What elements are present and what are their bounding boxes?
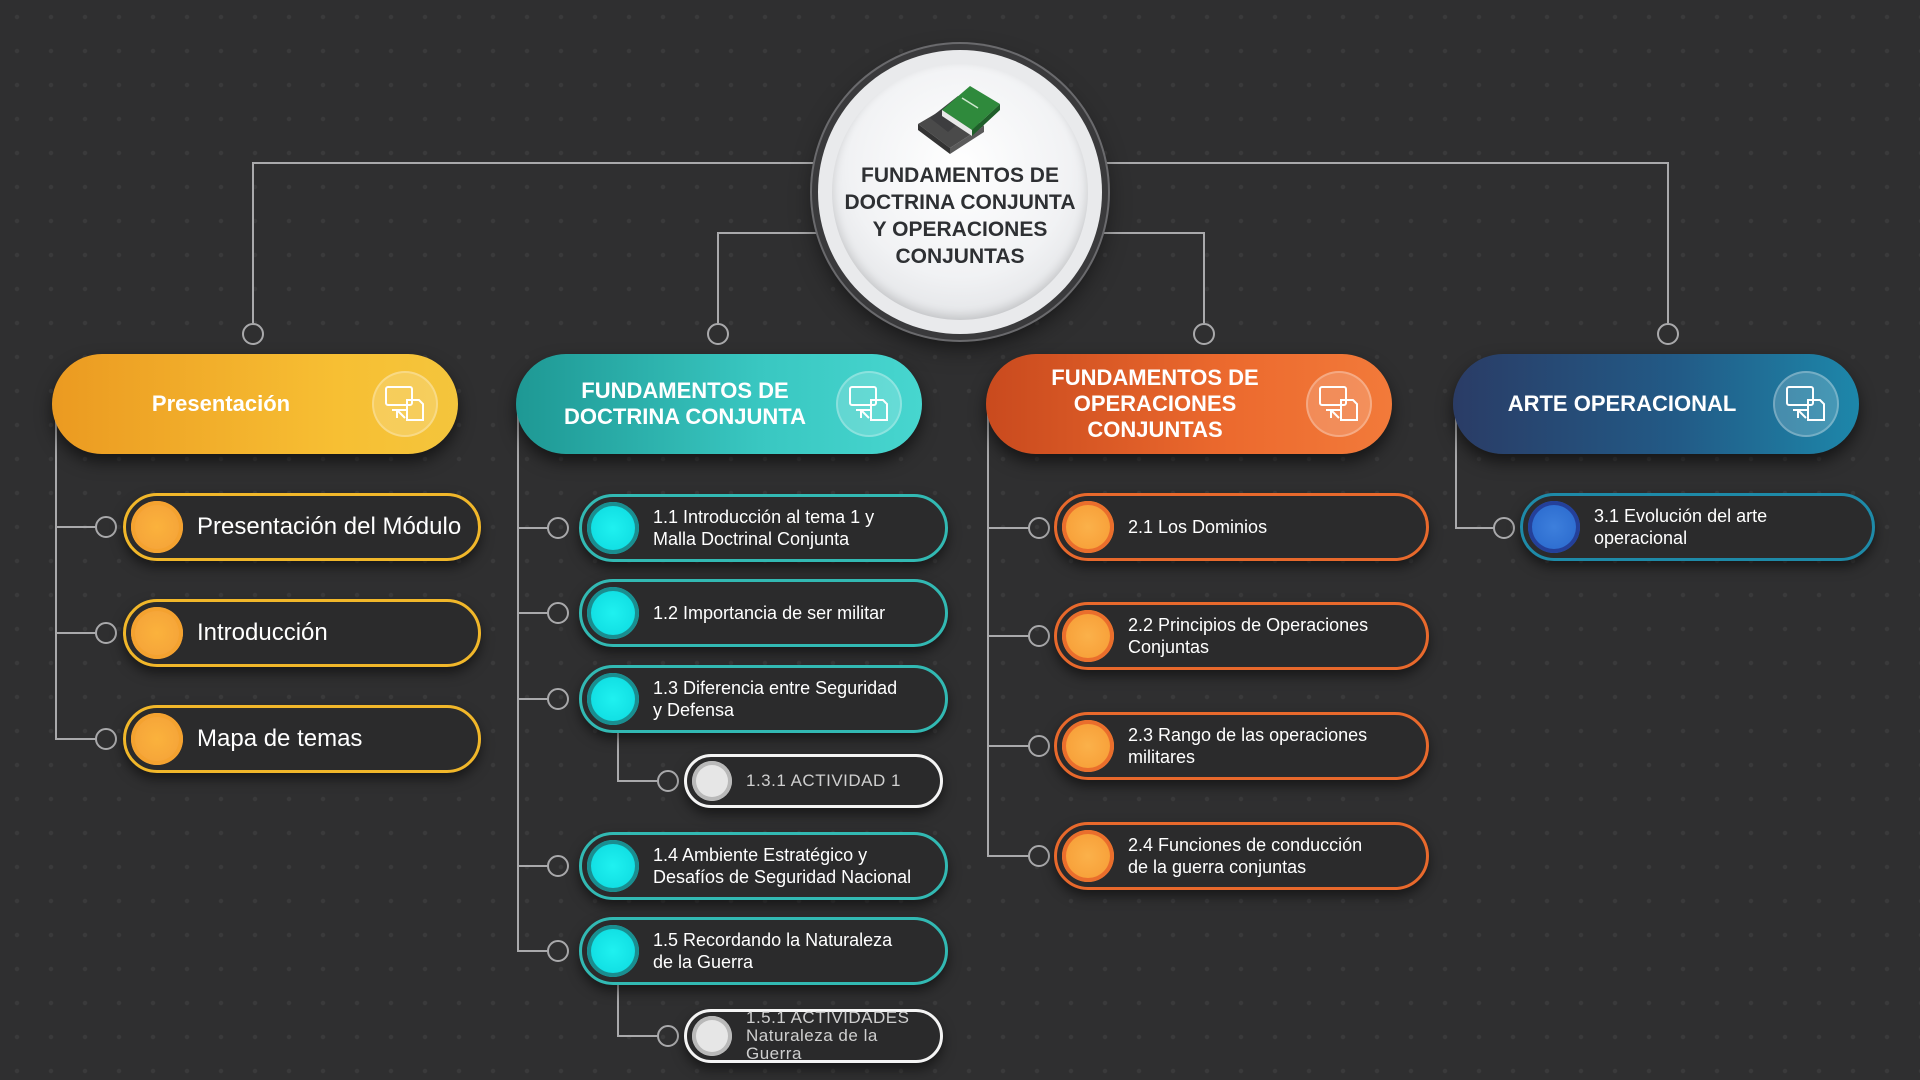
bullet-icon xyxy=(1062,720,1114,772)
connector-node xyxy=(547,940,569,962)
connector-node xyxy=(707,323,729,345)
connector-node xyxy=(1657,323,1679,345)
item-3-1[interactable]: 3.1 Evolución del arte operacional xyxy=(1520,493,1875,561)
item-1-5-1-actividades[interactable]: 1.5.1 ACTIVIDADES Naturaleza de la Guerr… xyxy=(684,1009,943,1063)
header-title: Presentación xyxy=(151,391,291,416)
connector-node xyxy=(1028,517,1050,539)
item-label: Presentación del Módulo xyxy=(197,513,462,540)
computer-document-icon xyxy=(1773,371,1839,437)
connector-node xyxy=(95,622,117,644)
item-label: Introducción xyxy=(197,619,328,646)
header-arte[interactable]: ARTE OPERACIONAL xyxy=(1453,354,1859,454)
item-label: 2.1 Los Dominios xyxy=(1128,517,1268,537)
bullet-icon xyxy=(587,925,639,977)
connector-node xyxy=(547,688,569,710)
item-label: 3.1 Evolución del arte operacional xyxy=(1594,506,1768,548)
computer-document-icon xyxy=(372,371,438,437)
item-introduccion[interactable]: Introducción xyxy=(123,599,481,667)
item-1-3-1-actividad[interactable]: 1.3.1 ACTIVIDAD 1 xyxy=(684,754,943,808)
books-icon xyxy=(918,86,1000,154)
header-title: FUNDAMENTOS DE OPERACIONES CONJUNTAS xyxy=(1051,365,1259,442)
bullet-icon xyxy=(587,840,639,892)
bullet-icon xyxy=(1062,501,1114,553)
item-label: 2.3 Rango de las operaciones militares xyxy=(1128,725,1368,767)
header-doctrina[interactable]: FUNDAMENTOS DE DOCTRINA CONJUNTA xyxy=(516,354,922,454)
item-label: Mapa de temas xyxy=(197,725,363,752)
item-1-1[interactable]: 1.1 Introducción al tema 1 y Malla Doctr… xyxy=(579,494,948,562)
connector-node xyxy=(1193,323,1215,345)
item-label: 1.3 Diferencia entre Seguridad y Defensa xyxy=(653,678,898,720)
connector-node xyxy=(1028,625,1050,647)
header-operaciones[interactable]: FUNDAMENTOS DE OPERACIONES CONJUNTAS xyxy=(986,354,1392,454)
header-title: ARTE OPERACIONAL xyxy=(1507,391,1737,416)
bullet-icon xyxy=(692,1016,732,1056)
bullet-icon xyxy=(131,607,183,659)
item-presentacion-modulo[interactable]: Presentación del Módulo xyxy=(123,493,481,561)
item-2-1[interactable]: 2.1 Los Dominios xyxy=(1054,493,1429,561)
item-label: 2.2 Principios de Operaciones Conjuntas xyxy=(1128,615,1369,657)
header-title: FUNDAMENTOS DE DOCTRINA CONJUNTA xyxy=(564,378,806,429)
item-1-3[interactable]: 1.3 Diferencia entre Seguridad y Defensa xyxy=(579,665,948,733)
item-label: 2.4 Funciones de conducción de la guerra… xyxy=(1128,835,1363,877)
connector-node xyxy=(657,770,679,792)
connector-node xyxy=(547,517,569,539)
connector-node xyxy=(95,728,117,750)
bullet-icon xyxy=(1528,501,1580,553)
bullet-icon xyxy=(692,761,732,801)
connector-node xyxy=(1028,845,1050,867)
item-2-2[interactable]: 2.2 Principios de Operaciones Conjuntas xyxy=(1054,602,1429,670)
computer-document-icon xyxy=(1306,371,1372,437)
header-presentacion[interactable]: Presentación xyxy=(52,354,458,454)
item-label: 1.3.1 ACTIVIDAD 1 xyxy=(746,771,901,790)
bullet-icon xyxy=(587,673,639,725)
item-2-4[interactable]: 2.4 Funciones de conducción de la guerra… xyxy=(1054,822,1429,890)
item-label: 1.2 Importancia de ser militar xyxy=(653,603,886,623)
item-1-2[interactable]: 1.2 Importancia de ser militar xyxy=(579,579,948,647)
bullet-icon xyxy=(587,502,639,554)
item-1-5[interactable]: 1.5 Recordando la Naturaleza de la Guerr… xyxy=(579,917,948,985)
connector-node xyxy=(547,855,569,877)
central-topic[interactable]: FUNDAMENTOS DE DOCTRINA CONJUNTA Y OPERA… xyxy=(818,50,1102,334)
bullet-icon xyxy=(587,587,639,639)
bullet-icon xyxy=(131,713,183,765)
bullet-icon xyxy=(131,501,183,553)
computer-document-icon xyxy=(836,371,902,437)
connector-node xyxy=(242,323,264,345)
item-2-3[interactable]: 2.3 Rango de las operaciones militares xyxy=(1054,712,1429,780)
connector-node xyxy=(1493,517,1515,539)
item-label: 1.1 Introducción al tema 1 y Malla Doctr… xyxy=(653,507,875,549)
item-1-4[interactable]: 1.4 Ambiente Estratégico y Desafíos de S… xyxy=(579,832,948,900)
item-mapa-temas[interactable]: Mapa de temas xyxy=(123,705,481,773)
item-label: 1.4 Ambiente Estratégico y Desafíos de S… xyxy=(653,845,912,887)
connector-node xyxy=(657,1025,679,1047)
hub-title: FUNDAMENTOS DE DOCTRINA CONJUNTA Y OPERA… xyxy=(844,164,1076,268)
connector-node xyxy=(95,516,117,538)
bullet-icon xyxy=(1062,610,1114,662)
bullet-icon xyxy=(1062,830,1114,882)
item-label: 1.5.1 ACTIVIDADES Naturaleza de la Guerr… xyxy=(746,1008,910,1063)
connector-node xyxy=(1028,735,1050,757)
item-label: 1.5 Recordando la Naturaleza de la Guerr… xyxy=(653,930,893,972)
connector-node xyxy=(547,602,569,624)
